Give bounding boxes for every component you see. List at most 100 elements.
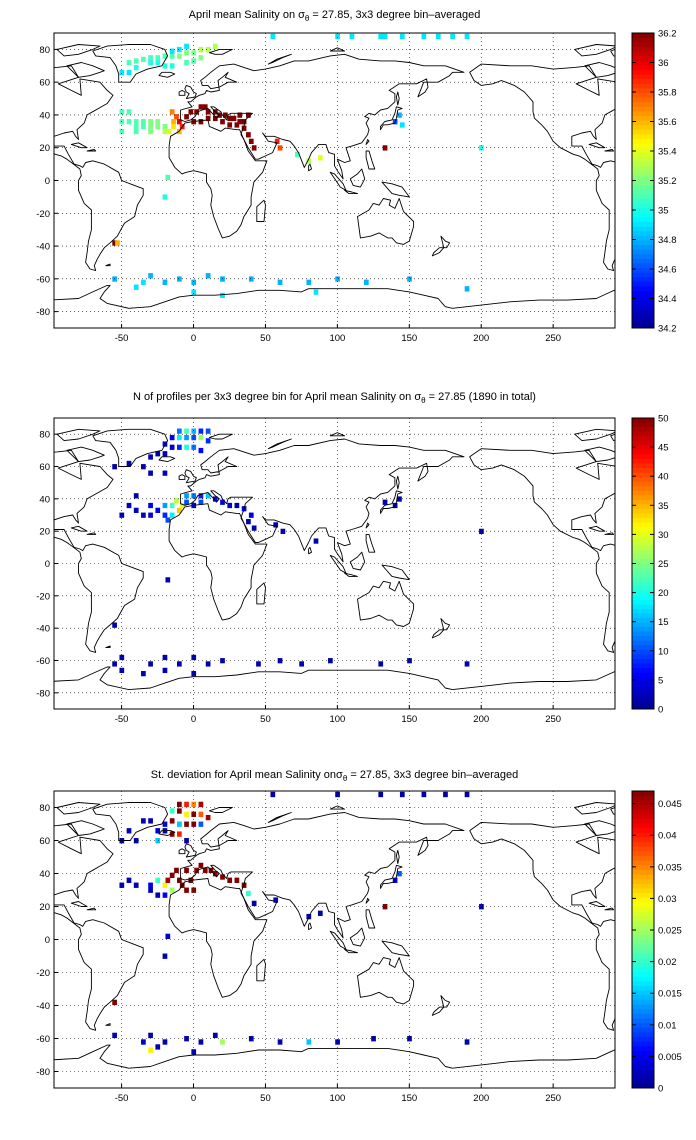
data-cell [378, 661, 384, 667]
y-tick-label: 0 [45, 559, 50, 570]
colorbar-segment [632, 1069, 654, 1075]
colorbar-segment [632, 272, 654, 278]
data-cell [126, 877, 132, 883]
coastline-java [344, 189, 358, 195]
x-tick-label: 250 [545, 333, 561, 344]
data-cell [198, 499, 204, 505]
data-cell [169, 831, 175, 837]
data-cell [141, 512, 146, 518]
data-cell [220, 119, 225, 125]
data-cell [371, 1036, 376, 1042]
x-tick-label: 100 [329, 333, 345, 344]
colorbar-segment [632, 318, 654, 324]
colorbar-segment [632, 268, 654, 274]
data-cell [251, 525, 257, 531]
data-cell [119, 69, 125, 76]
data-cell [188, 109, 194, 115]
coastline-eurasia [180, 53, 465, 180]
x-tick-label: 250 [545, 1093, 561, 1104]
data-cell [198, 493, 204, 499]
colorbar-segment [632, 985, 654, 992]
data-cell [237, 112, 243, 118]
data-cell [184, 428, 189, 434]
y-tick-label: -60 [36, 656, 50, 667]
coastline-antarctica [54, 284, 453, 309]
data-cell [227, 122, 233, 128]
data-cell [479, 904, 484, 910]
data-cell [184, 444, 189, 450]
coastline-africa [687, 879, 696, 998]
data-cell [246, 132, 251, 138]
data-cell [148, 818, 153, 824]
colorbar-segment [632, 518, 654, 524]
data-cell [399, 33, 405, 40]
coastline-australia [357, 957, 415, 1005]
data-cell [399, 122, 405, 128]
colorbar-segment [632, 1074, 654, 1080]
data-cell [155, 123, 161, 130]
coastline-cuba [70, 142, 88, 149]
colorbar-segment [632, 1023, 654, 1029]
colorbar-segment [632, 902, 654, 908]
coastline-madagascar [256, 958, 266, 982]
data-cell [176, 444, 182, 450]
data-cell [165, 877, 171, 883]
data-cell [174, 867, 179, 874]
data-cell [176, 46, 182, 53]
colorbar-tick-label: 34.6 [658, 265, 677, 276]
data-cell [176, 821, 182, 827]
data-cell [126, 119, 132, 125]
data-cell [191, 801, 197, 808]
data-cell [148, 1032, 153, 1039]
data-cell [155, 55, 161, 61]
data-cell [205, 438, 211, 444]
coastline-borneo [349, 168, 366, 188]
data-cell [234, 122, 240, 128]
coastline-madagascar [256, 582, 266, 605]
coastline-novaya [267, 53, 292, 65]
colorbar-tick-label: 36 [658, 58, 669, 69]
colorbar-segment [632, 162, 654, 168]
colorbar-segment [632, 869, 654, 876]
colorbar-tick-label: 25 [658, 559, 669, 570]
colorbar-segment [632, 60, 654, 66]
colorbar-segment [632, 925, 654, 931]
colorbar-segment [632, 934, 654, 940]
colorbar-tick-label: 35.8 [658, 88, 677, 99]
coastline-falklands [624, 1024, 628, 1026]
data-cell [220, 499, 225, 505]
colorbar-segment [632, 613, 654, 619]
colorbar-tick-label: 35.2 [658, 176, 677, 187]
data-cell [277, 145, 283, 151]
data-cell [162, 953, 168, 959]
data-cell [231, 115, 237, 122]
data-cell [141, 818, 146, 824]
colorbar-segment [632, 645, 654, 651]
colorbar-segment [632, 304, 654, 311]
data-cell [165, 517, 171, 523]
coastline-antarctica [452, 1049, 615, 1069]
data-cell [148, 119, 153, 125]
data-cell [162, 441, 168, 447]
colorbar-segment [632, 513, 654, 519]
data-cell [112, 999, 117, 1006]
data-cell [294, 151, 300, 158]
data-cell [148, 470, 153, 476]
data-cell [141, 119, 146, 125]
colorbar-segment [632, 226, 654, 232]
colorbar-segment [632, 590, 654, 596]
colorbar-segment [632, 258, 654, 264]
colorbar-segment [632, 1055, 654, 1061]
data-cell [382, 33, 388, 40]
data-cell [277, 1039, 283, 1045]
data-cell [176, 808, 182, 814]
colorbar-segment [632, 677, 654, 683]
data-cell [165, 933, 171, 940]
colorbar-segment [632, 690, 654, 696]
data-cell [464, 791, 470, 798]
data-cell [155, 60, 161, 66]
data-cell [133, 128, 139, 135]
data-cell [220, 1039, 225, 1045]
colorbar-segment [632, 102, 654, 108]
data-cell [198, 428, 204, 434]
